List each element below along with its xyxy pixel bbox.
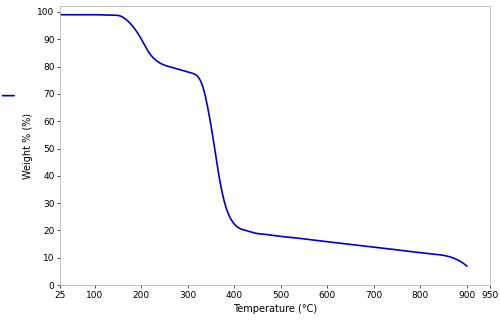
Y-axis label: Weight % (%): Weight % (%) <box>23 113 33 179</box>
X-axis label: Temperature (°C): Temperature (°C) <box>233 304 317 314</box>
